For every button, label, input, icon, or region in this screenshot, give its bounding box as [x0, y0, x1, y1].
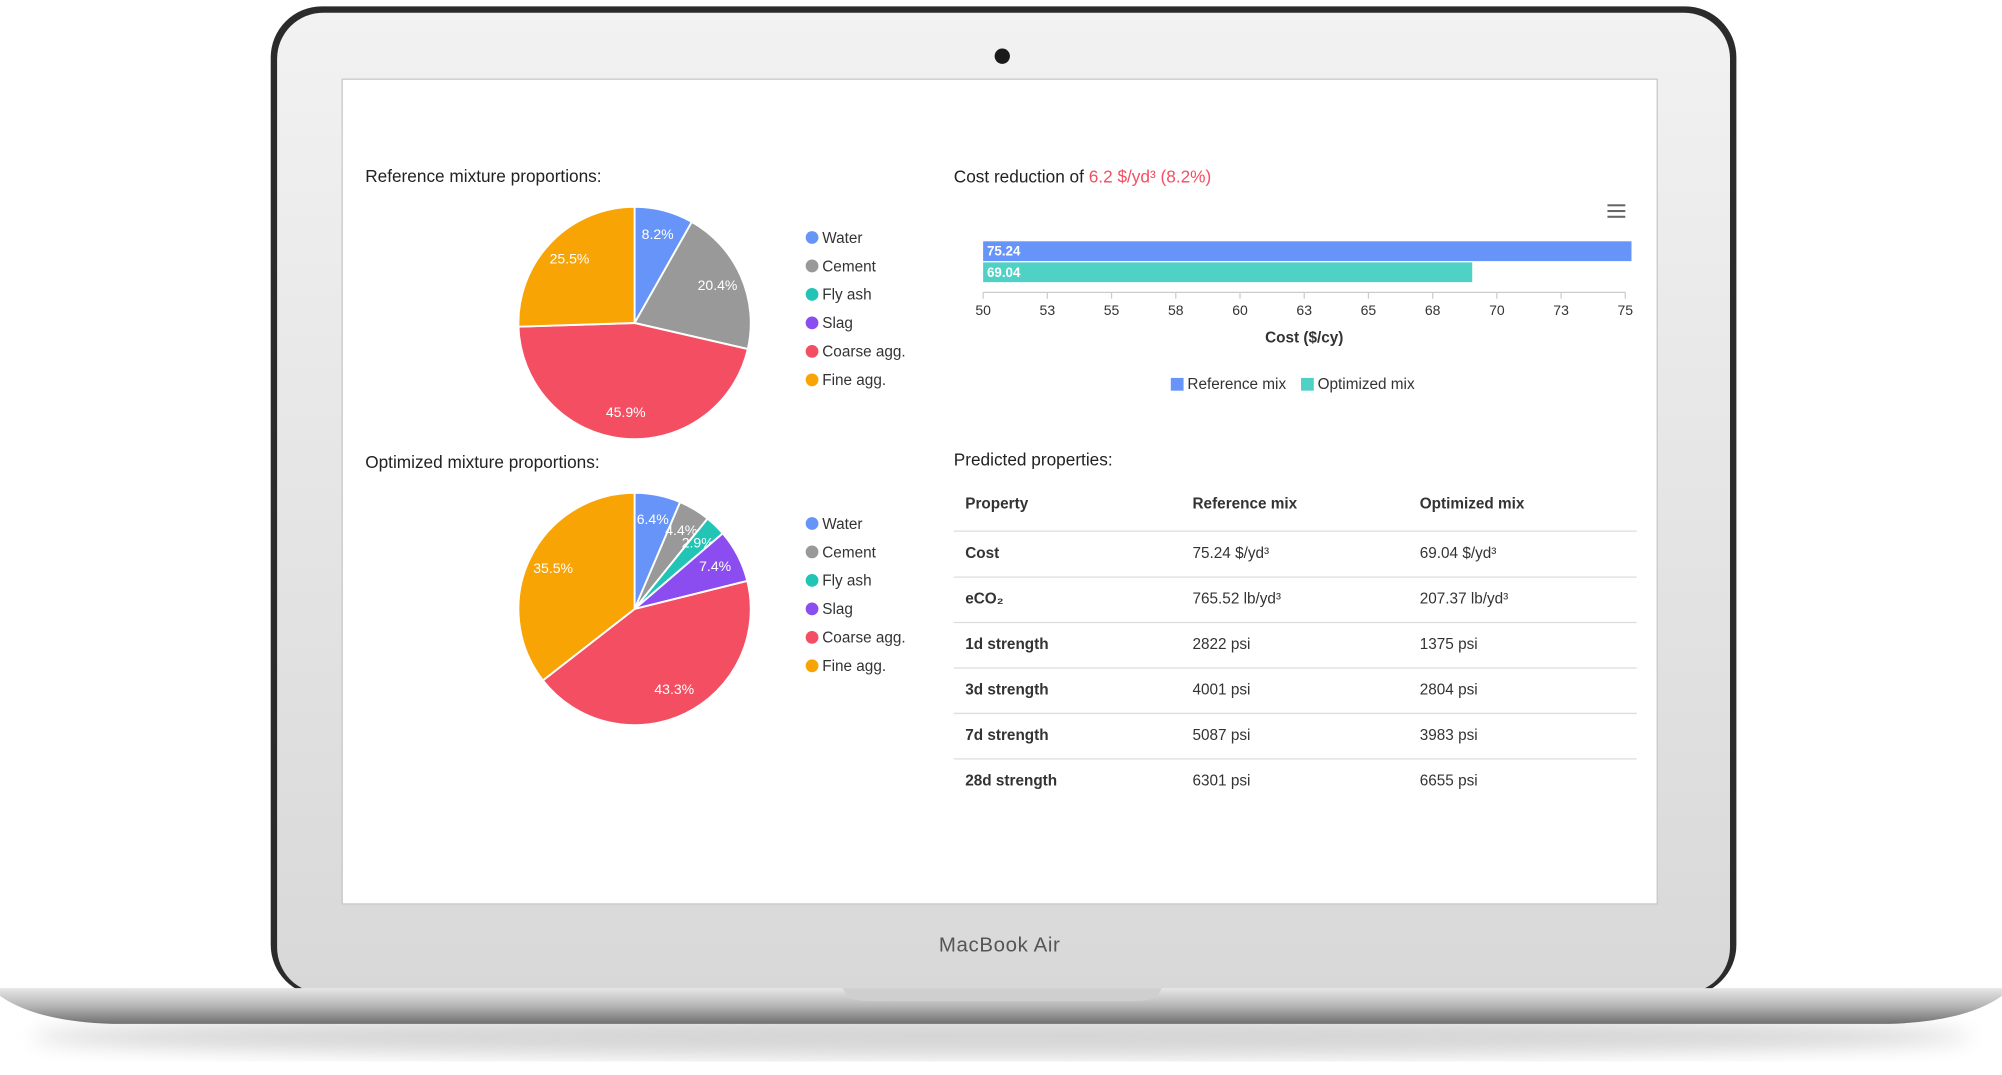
legend-swatch [805, 602, 819, 616]
legend-swatch [805, 344, 819, 358]
x-tick-label: 58 [1168, 302, 1184, 318]
table-cell: 4001 psi [1193, 681, 1251, 698]
camera [994, 48, 1010, 64]
table-cell: 75.24 $/yd³ [1193, 545, 1270, 562]
legend-swatch [1301, 377, 1314, 391]
bar-value-label: 75.24 [987, 244, 1021, 259]
pie-slice [633, 220, 752, 351]
table-cell: 69.04 $/yd³ [1420, 545, 1497, 562]
row-label: 3d strength [965, 681, 1048, 698]
pie-slice [541, 579, 752, 727]
table-header: Reference mix [1193, 495, 1298, 512]
legend-label: Cement [822, 258, 876, 275]
x-tick-label: 55 [1104, 302, 1120, 318]
table-cell: 3983 psi [1420, 727, 1478, 744]
menu-icon[interactable] [1607, 204, 1626, 218]
legend-label: Fly ash [822, 573, 871, 590]
x-tick-label: 50 [975, 302, 991, 318]
legend-swatch [805, 316, 819, 330]
row-label: eCO₂ [965, 591, 1003, 608]
row-label: 7d strength [965, 727, 1048, 744]
legend-label: Fine agg. [822, 372, 886, 389]
bar [983, 241, 1632, 262]
table-cell: 207.37 lb/yd³ [1420, 591, 1509, 608]
row-label: Cost [965, 545, 999, 562]
x-tick-label: 75 [1618, 302, 1634, 318]
x-tick-label: 60 [1232, 302, 1248, 318]
hinge-notch [842, 988, 1162, 1001]
legend-label: Fly ash [822, 287, 871, 304]
bar-title: Cost reduction of 6.2 $/yd³ (8.2%) [954, 166, 1211, 186]
bar-value-label: 69.04 [987, 265, 1021, 280]
legend-label: Coarse agg. [822, 344, 905, 361]
pie-title: Reference mixture proportions: [365, 166, 601, 186]
x-tick-label: 63 [1296, 302, 1312, 318]
x-tick-label: 73 [1553, 302, 1569, 318]
laptop-base [0, 988, 2002, 1024]
title-text: Cost reduction of [954, 166, 1084, 186]
slice-label: 43.3% [654, 681, 694, 697]
shadow [30, 1016, 1972, 1058]
slice-label: 25.5% [550, 251, 590, 267]
legend-swatch [1170, 377, 1184, 391]
x-tick-label: 68 [1425, 302, 1441, 318]
legend-swatch [805, 288, 819, 301]
x-axis-label: Cost ($/cy) [1265, 329, 1343, 346]
legend-swatch [805, 545, 819, 559]
legend-swatch [805, 630, 819, 644]
bar [983, 262, 1473, 283]
screen [341, 78, 1658, 905]
table-cell: 6301 psi [1193, 772, 1251, 789]
legend-label: Slag [822, 601, 853, 618]
legend-label: Optimized mix [1318, 376, 1415, 393]
table-header: Property [965, 495, 1028, 512]
row-label: 28d strength [965, 772, 1057, 789]
slice-label: 20.4% [698, 277, 738, 293]
legend-label: Fine agg. [822, 658, 886, 675]
legend-swatch [805, 259, 819, 273]
legend-swatch [805, 659, 819, 673]
slice-label: 2.9% [682, 535, 714, 551]
legend-label: Reference mix [1187, 376, 1286, 393]
legend-swatch [805, 517, 819, 530]
legend-label: Slag [822, 315, 853, 332]
x-tick-label: 65 [1361, 302, 1377, 318]
table-header: Optimized mix [1420, 495, 1525, 512]
pie-title: Optimized mixture proportions: [365, 452, 599, 472]
slice-label: 7.4% [699, 558, 731, 574]
slice-label: 4.4% [665, 522, 697, 538]
legend-swatch [805, 373, 819, 387]
legend-swatch [805, 574, 819, 587]
pie-slice [517, 491, 636, 682]
legend-label: Coarse agg. [822, 630, 905, 647]
row-label: 1d strength [965, 636, 1048, 653]
legend-swatch [805, 231, 819, 244]
table-title: Predicted properties: [954, 449, 1113, 469]
device-label: MacBook Air [939, 934, 1061, 956]
x-tick-label: 70 [1489, 302, 1505, 318]
table-cell: 765.52 lb/yd³ [1193, 591, 1282, 608]
slice-label: 6.4% [637, 511, 669, 527]
table-cell: 1375 psi [1420, 636, 1478, 653]
table-cell: 6655 psi [1420, 772, 1478, 789]
table-cell: 2822 psi [1193, 636, 1251, 653]
pie-slice [517, 205, 636, 328]
x-tick-label: 53 [1040, 302, 1056, 318]
slice-label: 45.9% [606, 404, 646, 420]
legend-label: Cement [822, 544, 876, 561]
pie-slice [517, 322, 749, 441]
table-cell: 5087 psi [1193, 727, 1251, 744]
table-cell: 2804 psi [1420, 681, 1478, 698]
slice-label: 8.2% [642, 226, 674, 242]
legend-label: Water [822, 230, 862, 247]
slice-label: 35.5% [533, 560, 573, 576]
title-highlight: 6.2 $/yd³ (8.2%) [1089, 166, 1212, 186]
legend-label: Water [822, 516, 862, 533]
